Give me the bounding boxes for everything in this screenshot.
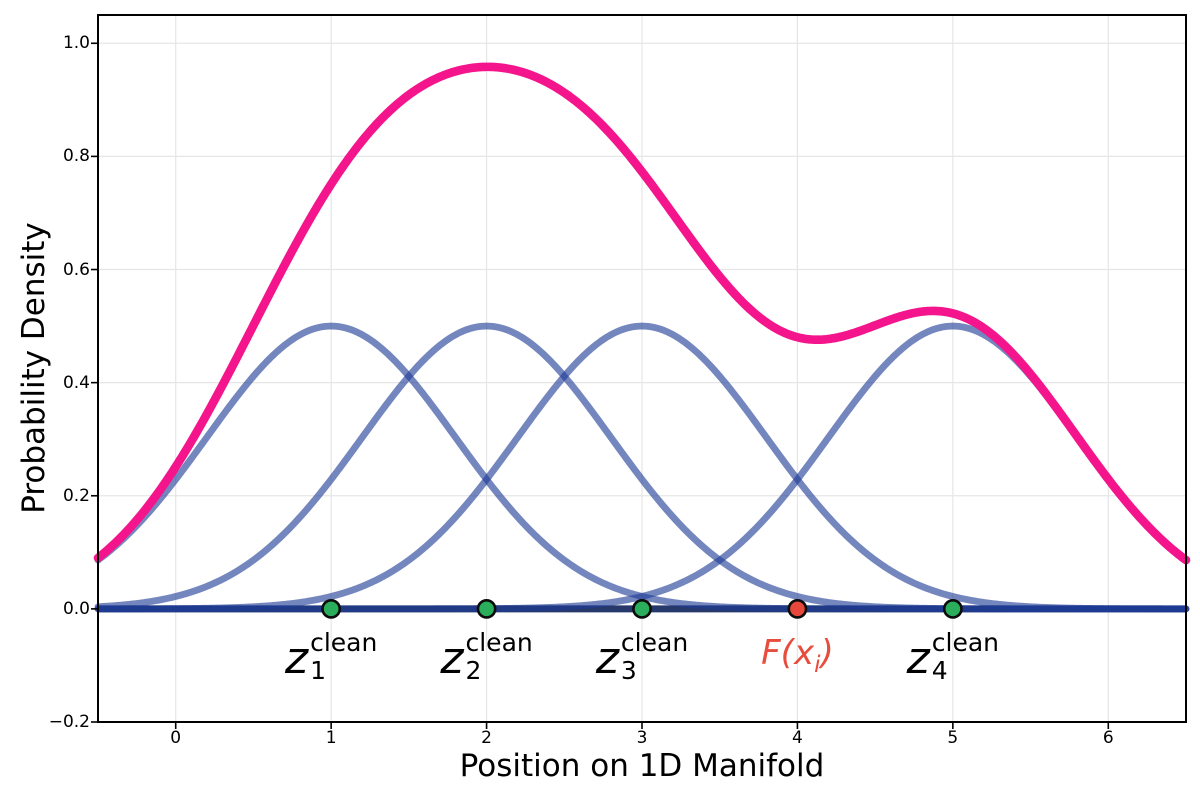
clean-point-marker [476, 598, 497, 619]
latent-superscript: clean [465, 628, 533, 657]
latent-superscript: clean [931, 628, 1000, 657]
latent-superscript: clean [620, 628, 689, 657]
latent-symbol: z [595, 632, 619, 684]
encoded-point-marker [787, 598, 808, 619]
latent-scripts: clean 4 [932, 630, 999, 683]
x-tick-label: 0 [170, 728, 182, 748]
x-tick-label: 5 [947, 728, 959, 748]
x-tick-label: 1 [325, 728, 337, 748]
y-tick-label: 0.2 [62, 485, 90, 506]
clean-point-marker [632, 598, 652, 619]
latent-subscript: 1 [310, 656, 326, 685]
latent-scripts: clean 1 [310, 630, 377, 683]
component-density-curve [94, 322, 1190, 613]
latent-subscript: 4 [931, 656, 948, 685]
latent-symbol: z [906, 632, 930, 684]
x-tick-label: 2 [481, 728, 492, 748]
x-axis-title: Position on 1D Manifold [459, 748, 825, 784]
clean-point-label: z clean 1 [285, 630, 377, 683]
clean-point-marker [942, 598, 963, 619]
y-axis-title: Probability Density [16, 222, 52, 514]
x-tick-label: 6 [1102, 728, 1114, 748]
latent-subscript: 3 [620, 656, 637, 685]
latent-scripts: clean 2 [465, 630, 532, 683]
clean-point-label: z clean 2 [440, 630, 532, 683]
latent-symbol: z [440, 632, 464, 684]
latent-symbol: z [284, 632, 309, 684]
y-tick-label: 0.0 [62, 598, 90, 619]
encoder-output-symbol: F(xi) [761, 633, 834, 678]
clean-point-label: z clean 4 [907, 630, 999, 683]
latent-superscript: clean [310, 628, 378, 657]
y-tick-label: 1.0 [62, 33, 90, 54]
mixture-density-curve [93, 62, 1191, 565]
latent-subscript: 2 [465, 656, 482, 685]
component-density-curve [94, 322, 1190, 613]
latent-scripts: clean 3 [621, 630, 688, 683]
y-tick-label: 0.8 [62, 146, 90, 167]
clean-point-marker [321, 598, 342, 619]
y-tick-label: 0.4 [62, 372, 90, 393]
x-tick-label: 3 [636, 728, 648, 748]
clean-point-label: z clean 3 [596, 630, 688, 683]
y-tick-label: −0.2 [48, 712, 90, 732]
y-tick-label: 0.6 [62, 259, 90, 280]
encoded-point-label: F(xi) [761, 636, 834, 677]
x-tick-label: 4 [792, 728, 803, 748]
